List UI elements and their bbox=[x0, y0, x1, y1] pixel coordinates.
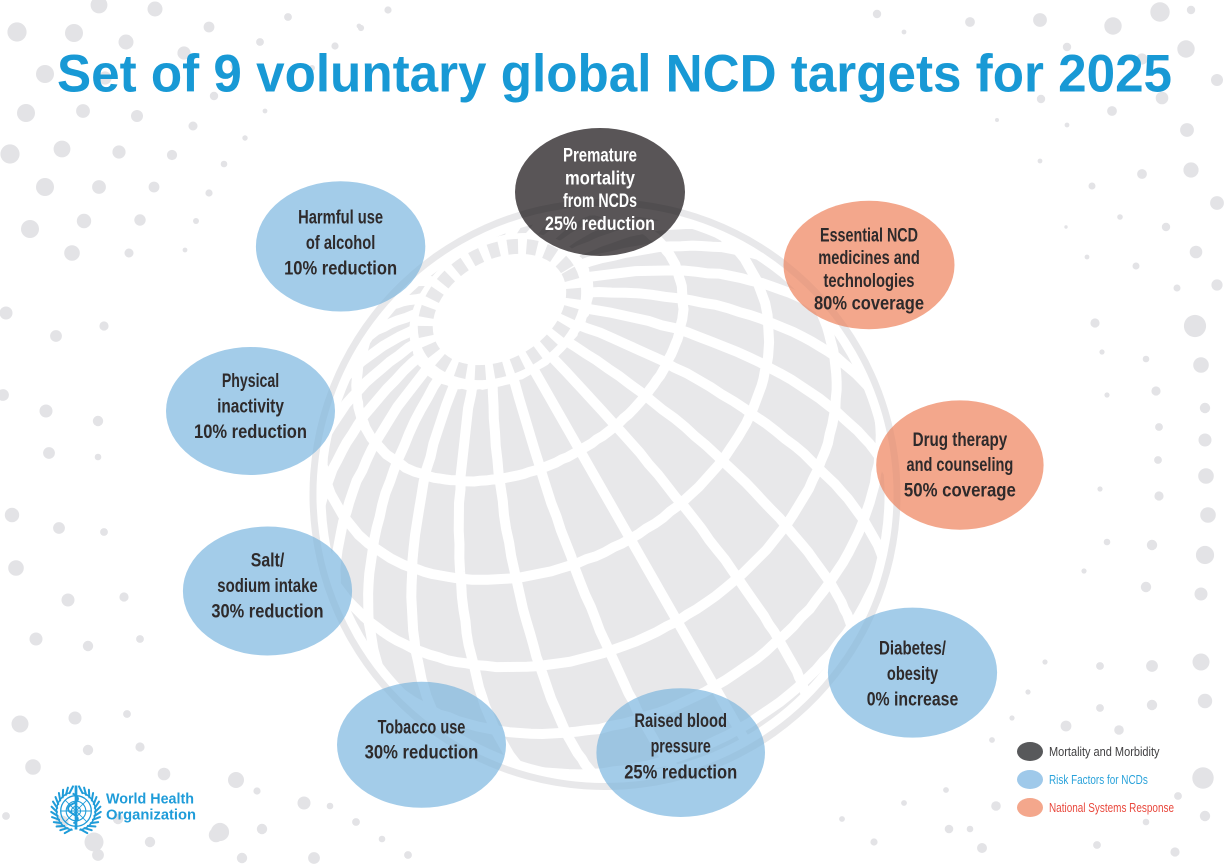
svg-text:10% reduction: 10% reduction bbox=[194, 422, 307, 443]
svg-text:Set of 9 voluntary global NCD: Set of 9 voluntary global NCD targets fo… bbox=[57, 45, 1172, 104]
svg-text:obesity: obesity bbox=[887, 664, 939, 685]
svg-text:25% reduction: 25% reduction bbox=[624, 762, 737, 783]
svg-text:25% reduction: 25% reduction bbox=[545, 214, 655, 235]
svg-text:30% reduction: 30% reduction bbox=[211, 601, 323, 622]
svg-text:medicines and: medicines and bbox=[818, 248, 920, 269]
svg-text:30% reduction: 30% reduction bbox=[365, 743, 479, 764]
svg-text:from NCDs: from NCDs bbox=[563, 191, 637, 212]
svg-text:and counseling: and counseling bbox=[907, 455, 1014, 476]
svg-text:of alcohol: of alcohol bbox=[306, 233, 375, 254]
svg-text:50% coverage: 50% coverage bbox=[904, 480, 1016, 501]
svg-text:Salt/: Salt/ bbox=[251, 550, 285, 571]
svg-text:Risk Factors for NCDs: Risk Factors for NCDs bbox=[1049, 773, 1148, 787]
svg-text:Tobacco use: Tobacco use bbox=[378, 717, 466, 738]
svg-text:Drug therapy: Drug therapy bbox=[913, 430, 1008, 451]
svg-text:World Health: World Health bbox=[106, 792, 194, 808]
svg-text:mortality: mortality bbox=[565, 168, 635, 189]
svg-text:inactivity: inactivity bbox=[217, 396, 284, 417]
svg-text:technologies: technologies bbox=[824, 271, 915, 292]
svg-text:10% reduction: 10% reduction bbox=[284, 258, 397, 279]
svg-text:sodium intake: sodium intake bbox=[217, 576, 317, 597]
svg-text:Raised blood: Raised blood bbox=[634, 711, 727, 732]
svg-text:80% coverage: 80% coverage bbox=[814, 294, 924, 315]
svg-text:Harmful use: Harmful use bbox=[298, 207, 383, 228]
svg-text:Essential NCD: Essential NCD bbox=[820, 225, 918, 246]
svg-text:0% increase: 0% increase bbox=[867, 690, 959, 711]
svg-text:Premature: Premature bbox=[563, 146, 637, 167]
svg-text:Organization: Organization bbox=[106, 808, 196, 824]
svg-text:National Systems Response: National Systems Response bbox=[1049, 801, 1174, 815]
svg-text:Diabetes/: Diabetes/ bbox=[879, 638, 946, 659]
svg-text:Mortality and Morbidity: Mortality and Morbidity bbox=[1049, 745, 1160, 759]
svg-text:Physical: Physical bbox=[222, 371, 279, 392]
svg-text:pressure: pressure bbox=[651, 737, 711, 758]
